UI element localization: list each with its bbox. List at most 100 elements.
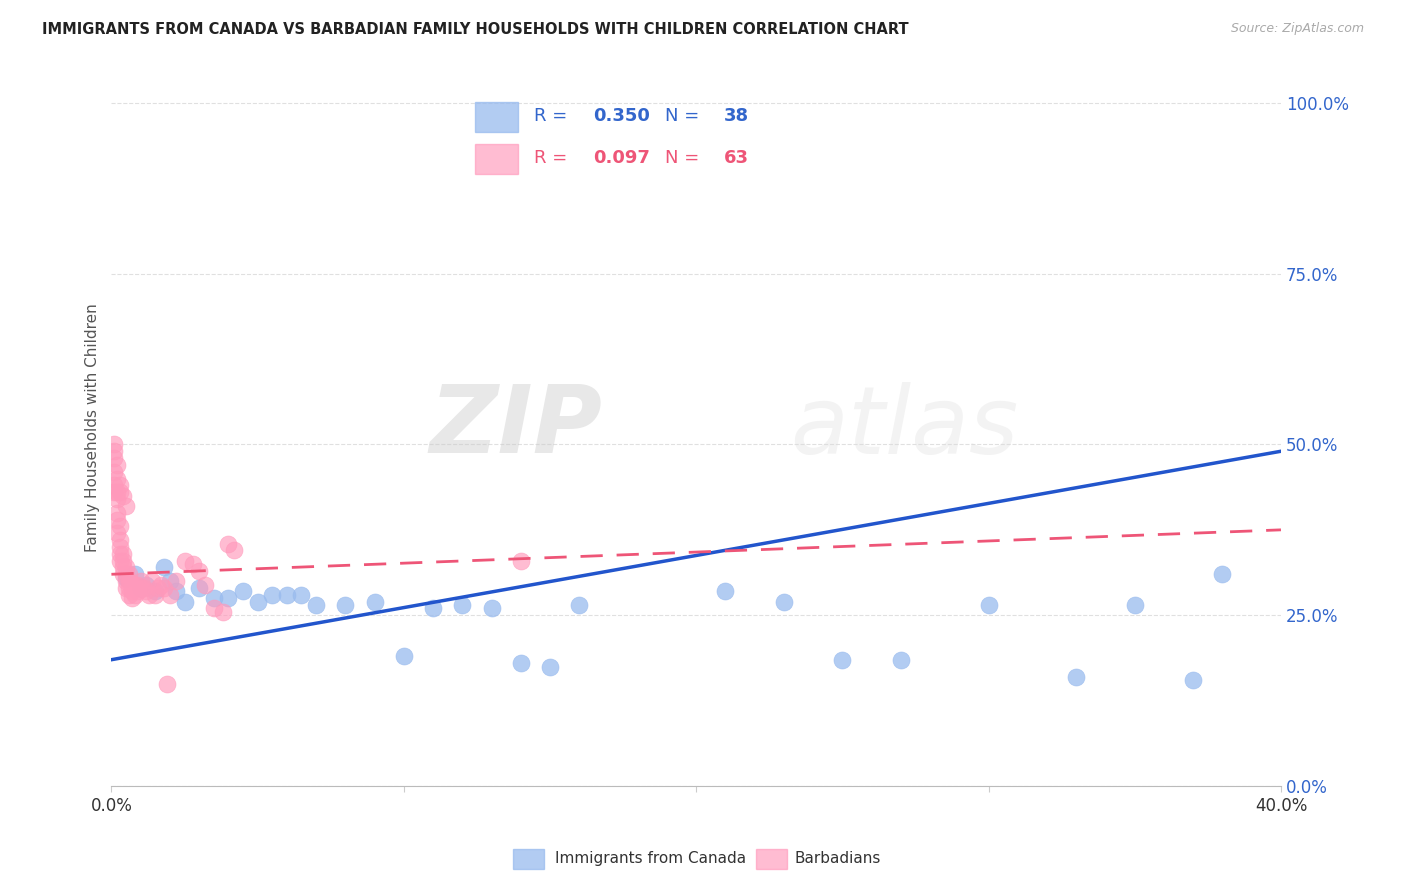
Point	[135, 584, 157, 599]
Point	[173, 553, 195, 567]
Point	[165, 574, 187, 588]
Point	[118, 581, 141, 595]
Point	[118, 567, 141, 582]
Point	[143, 584, 166, 599]
Point	[194, 577, 217, 591]
Point	[714, 584, 737, 599]
Point	[451, 598, 474, 612]
Point	[115, 560, 138, 574]
Point	[105, 492, 128, 507]
Point	[124, 588, 146, 602]
Text: Immigrants from Canada: Immigrants from Canada	[555, 851, 747, 865]
Point	[262, 588, 284, 602]
Point	[890, 653, 912, 667]
Point	[105, 472, 128, 486]
Point	[115, 499, 138, 513]
Point	[105, 458, 128, 472]
Point	[773, 594, 796, 608]
Point	[224, 543, 246, 558]
Point	[129, 581, 152, 595]
Point	[165, 584, 187, 599]
Point	[105, 526, 128, 541]
Point	[103, 478, 125, 492]
Point	[129, 581, 152, 595]
Point	[159, 588, 181, 602]
Point	[1182, 673, 1205, 688]
Text: IMMIGRANTS FROM CANADA VS BARBADIAN FAMILY HOUSEHOLDS WITH CHILDREN CORRELATION : IMMIGRANTS FROM CANADA VS BARBADIAN FAMI…	[42, 22, 908, 37]
Point	[112, 553, 135, 567]
Point	[148, 581, 170, 595]
Point	[103, 485, 125, 500]
Point	[509, 553, 531, 567]
Point	[132, 581, 155, 595]
Point	[538, 659, 561, 673]
Point	[112, 567, 135, 582]
Point	[153, 581, 176, 595]
Point	[115, 581, 138, 595]
Point	[127, 584, 149, 599]
Point	[363, 594, 385, 608]
Point	[105, 513, 128, 527]
Point	[127, 577, 149, 591]
Point	[509, 656, 531, 670]
Point	[135, 577, 157, 591]
Point	[305, 598, 328, 612]
Point	[108, 485, 131, 500]
Y-axis label: Family Households with Children: Family Households with Children	[86, 303, 100, 552]
Point	[188, 564, 211, 578]
Point	[103, 437, 125, 451]
Point	[103, 444, 125, 458]
Point	[108, 540, 131, 554]
Point	[143, 588, 166, 602]
Point	[1211, 567, 1233, 582]
Point	[129, 574, 152, 588]
Point	[118, 588, 141, 602]
Point	[335, 598, 357, 612]
Point	[138, 588, 160, 602]
Point	[290, 588, 312, 602]
Point	[181, 557, 204, 571]
Point	[124, 577, 146, 591]
Point	[831, 653, 853, 667]
Point	[202, 591, 225, 606]
Point	[105, 485, 128, 500]
Point	[217, 536, 239, 550]
Point	[153, 560, 176, 574]
Point	[118, 574, 141, 588]
Point	[112, 560, 135, 574]
Point	[112, 489, 135, 503]
Point	[481, 601, 503, 615]
Point	[1064, 670, 1087, 684]
Point	[246, 594, 269, 608]
Text: Barbadians: Barbadians	[794, 851, 880, 865]
Point	[103, 465, 125, 479]
Point	[108, 547, 131, 561]
Point	[121, 584, 143, 599]
Text: ZIP: ZIP	[430, 382, 603, 474]
Point	[115, 574, 138, 588]
Point	[141, 574, 163, 588]
Point	[115, 571, 138, 585]
Point	[156, 676, 179, 690]
Point	[112, 547, 135, 561]
Point	[159, 574, 181, 588]
Point	[276, 588, 298, 602]
Point	[568, 598, 591, 612]
Point	[217, 591, 239, 606]
Point	[124, 567, 146, 582]
Point	[121, 591, 143, 606]
Point	[977, 598, 1000, 612]
Point	[1123, 598, 1146, 612]
Point	[173, 594, 195, 608]
Point	[108, 553, 131, 567]
Point	[108, 533, 131, 547]
Point	[121, 577, 143, 591]
Point	[103, 451, 125, 466]
Point	[188, 581, 211, 595]
Point	[105, 506, 128, 520]
Point	[115, 567, 138, 582]
Point	[422, 601, 444, 615]
Point	[392, 649, 415, 664]
Point	[108, 478, 131, 492]
Text: Source: ZipAtlas.com: Source: ZipAtlas.com	[1230, 22, 1364, 36]
